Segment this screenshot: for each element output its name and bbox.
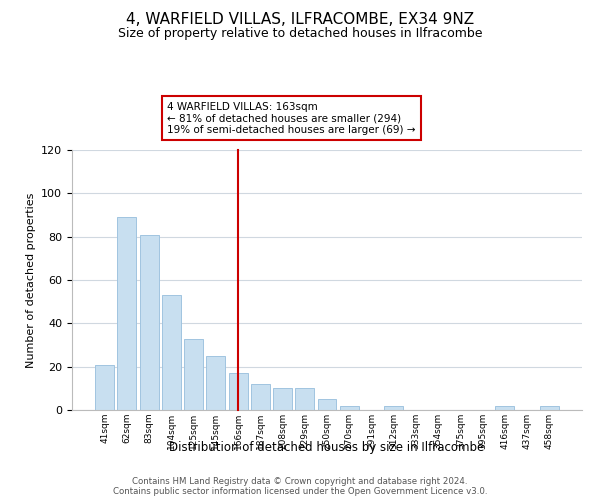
- Bar: [140, 234, 158, 410]
- Text: 4 WARFIELD VILLAS: 163sqm
← 81% of detached houses are smaller (294)
19% of semi: 4 WARFIELD VILLAS: 163sqm ← 81% of detac…: [167, 102, 415, 135]
- Bar: [295, 388, 314, 410]
- Bar: [162, 295, 181, 410]
- Bar: [95, 364, 114, 410]
- Bar: [340, 406, 359, 410]
- Y-axis label: Number of detached properties: Number of detached properties: [26, 192, 35, 368]
- Bar: [251, 384, 270, 410]
- Bar: [206, 356, 225, 410]
- Bar: [184, 338, 203, 410]
- Text: Contains HM Land Registry data © Crown copyright and database right 2024.: Contains HM Land Registry data © Crown c…: [132, 476, 468, 486]
- Text: Distribution of detached houses by size in Ilfracombe: Distribution of detached houses by size …: [169, 441, 485, 454]
- Bar: [229, 373, 248, 410]
- Bar: [118, 217, 136, 410]
- Bar: [317, 399, 337, 410]
- Bar: [273, 388, 292, 410]
- Bar: [384, 406, 403, 410]
- Text: Contains public sector information licensed under the Open Government Licence v3: Contains public sector information licen…: [113, 486, 487, 496]
- Bar: [540, 406, 559, 410]
- Text: 4, WARFIELD VILLAS, ILFRACOMBE, EX34 9NZ: 4, WARFIELD VILLAS, ILFRACOMBE, EX34 9NZ: [126, 12, 474, 28]
- Text: Size of property relative to detached houses in Ilfracombe: Size of property relative to detached ho…: [118, 28, 482, 40]
- Bar: [496, 406, 514, 410]
